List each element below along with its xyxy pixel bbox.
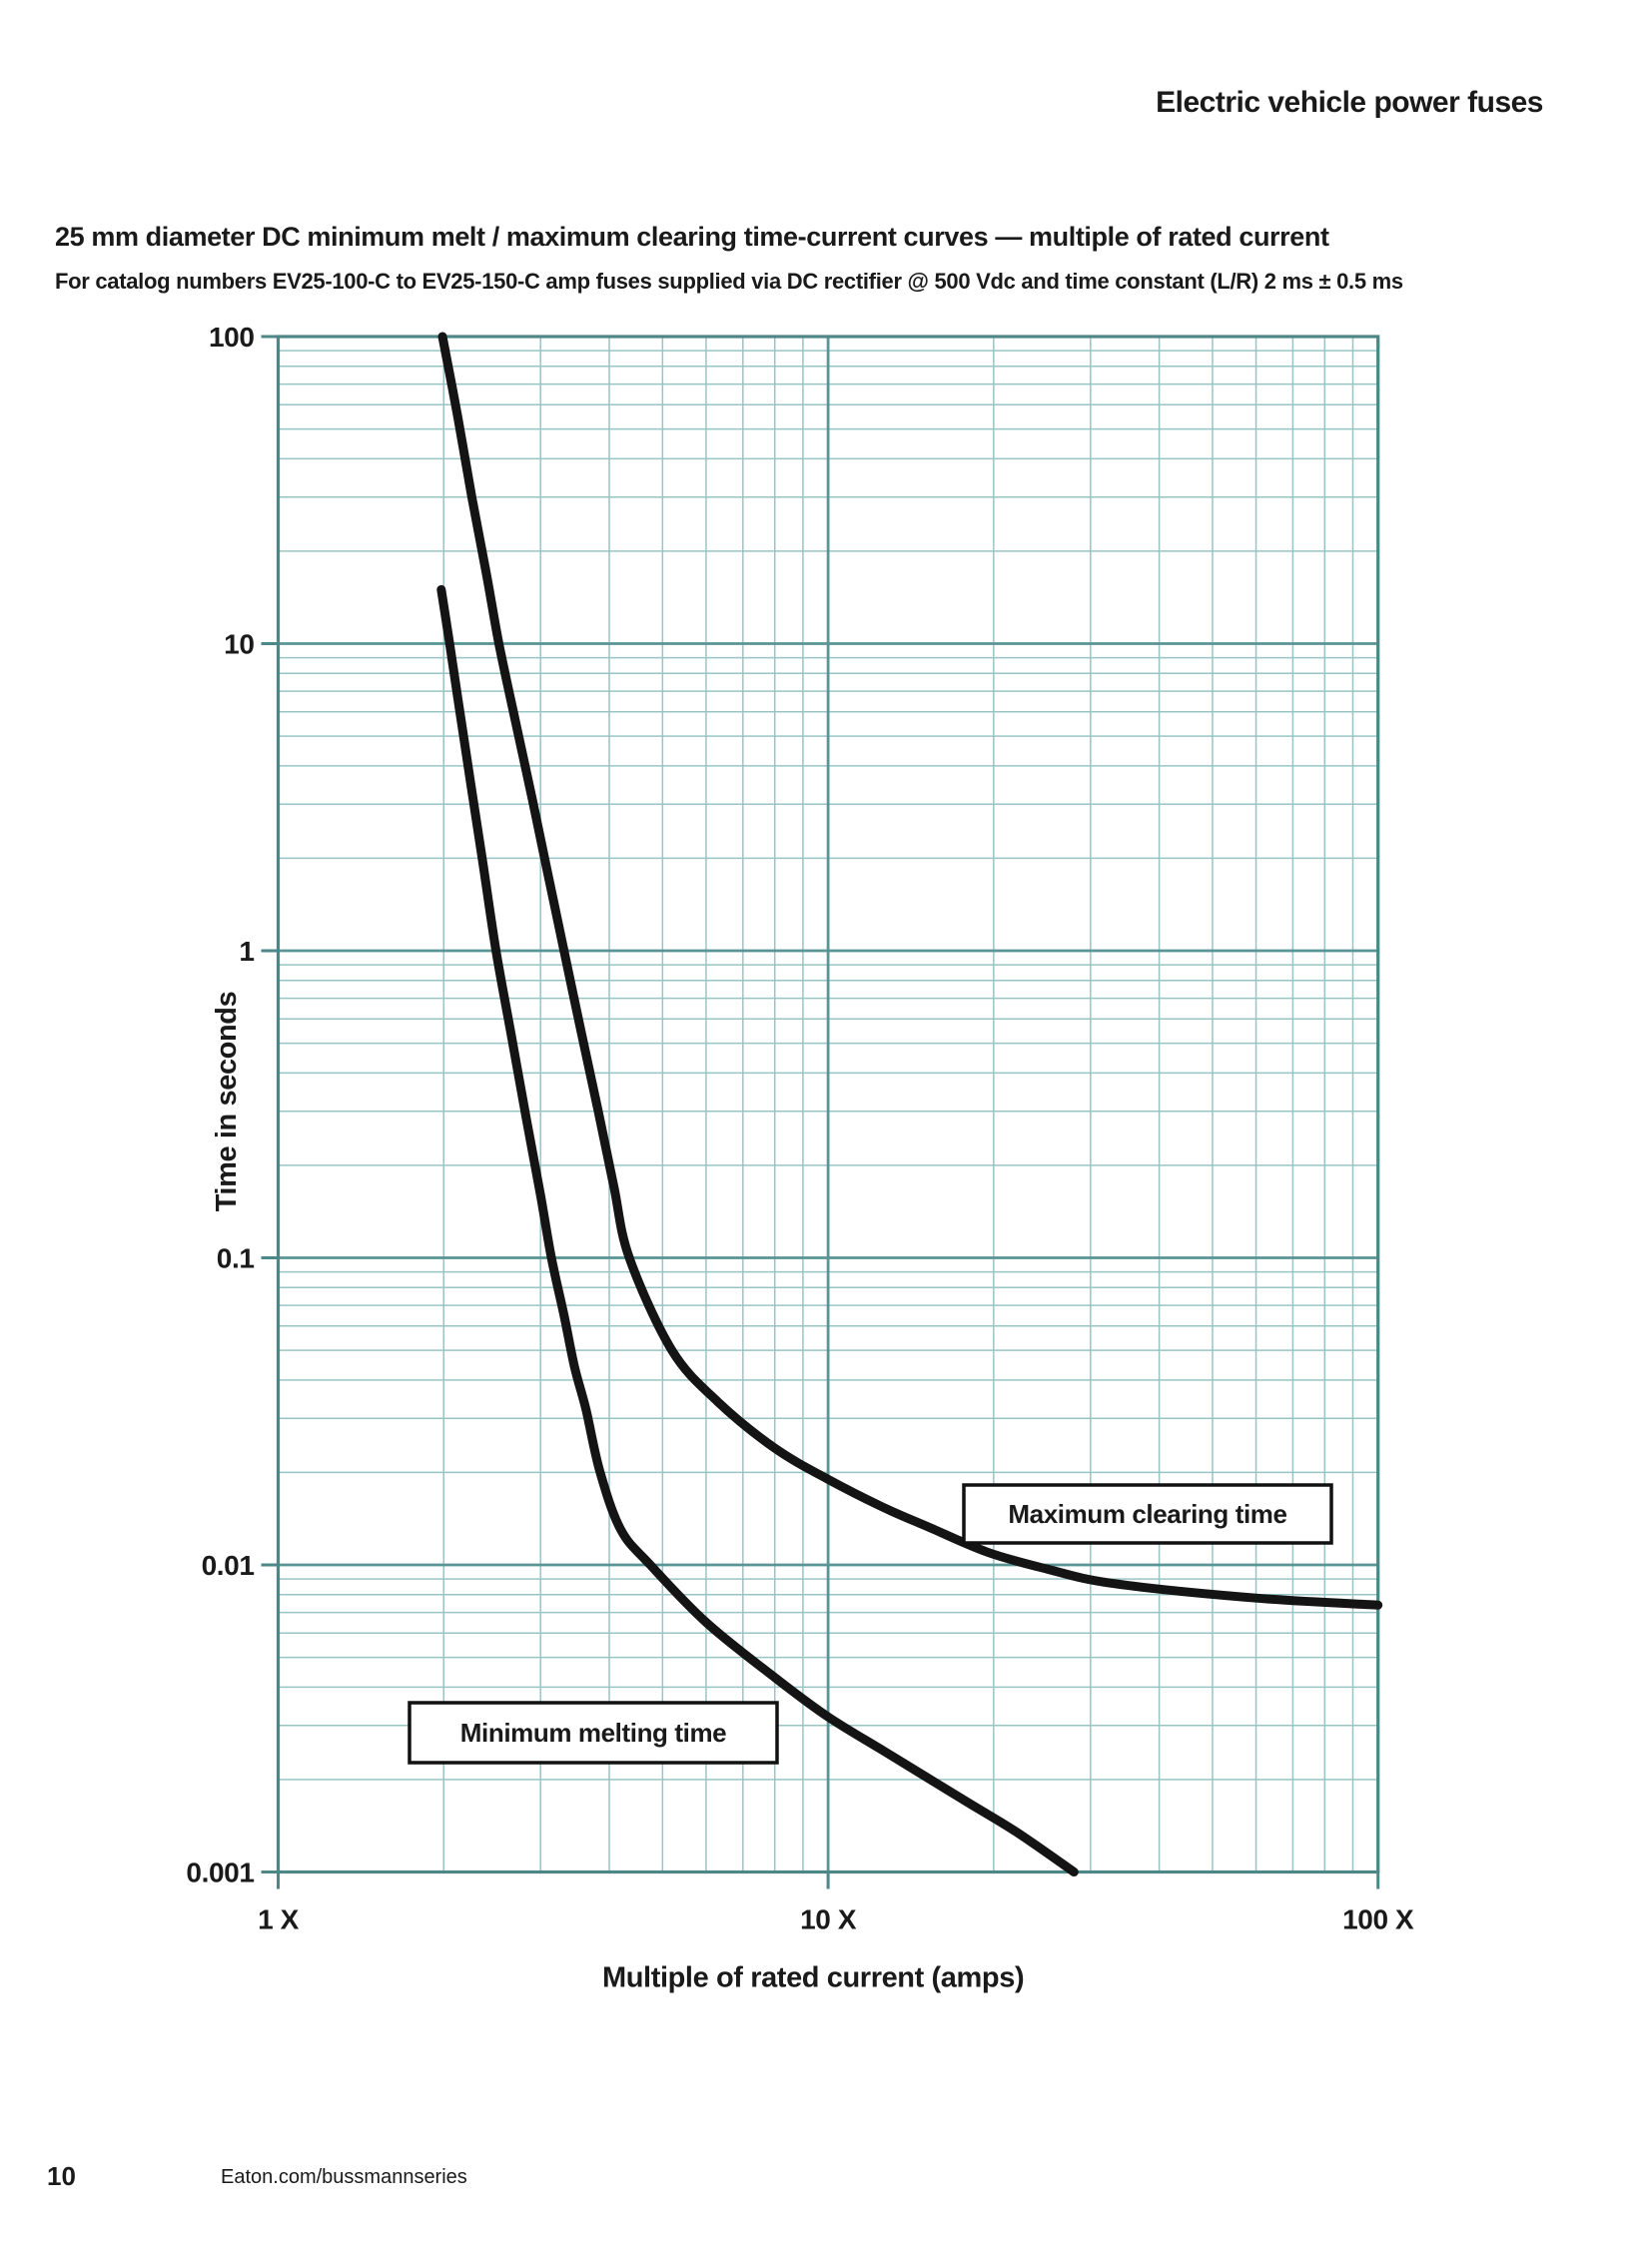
curve-label-box — [962, 1483, 1333, 1545]
x-axis-title: Multiple of rated current (amps) — [602, 1962, 1024, 1994]
y-tick-label: 10 — [224, 629, 254, 660]
x-tick-label: 1 X — [258, 1904, 300, 1935]
page-number: 10 — [47, 2161, 76, 2191]
curve-maximum-clearing-time — [437, 332, 1383, 1610]
y-tick-label: 1 — [239, 936, 254, 967]
y-axis-title: Time in seconds — [211, 992, 243, 1212]
y-tick-label: 0.01 — [202, 1550, 255, 1581]
x-tick-label: 100 X — [1342, 1904, 1414, 1935]
curve-label: Minimum melting time — [460, 1718, 726, 1748]
axis-ticks — [261, 335, 1380, 1889]
chart-title: 25 mm diameter DC minimum melt / maximum… — [55, 222, 1329, 252]
y-tick-label: 100 — [209, 322, 255, 353]
y-tick-label: 0.1 — [217, 1243, 255, 1274]
y-tick-label: 0.001 — [186, 1858, 254, 1888]
footer-website: Eaton.com/bussmannseries — [221, 2166, 467, 2188]
page-header: Electric vehicle power fuses — [1156, 86, 1543, 119]
chart-subtitle: For catalog numbers EV25-100-C to EV25-1… — [55, 269, 1403, 294]
plot-frame — [276, 335, 1380, 1874]
curve-label: Maximum clearing time — [1008, 1499, 1286, 1529]
curve-minimum-melting-time — [436, 584, 1079, 1876]
curve-label-box — [408, 1701, 779, 1765]
x-tick-label: 10 X — [800, 1904, 857, 1935]
